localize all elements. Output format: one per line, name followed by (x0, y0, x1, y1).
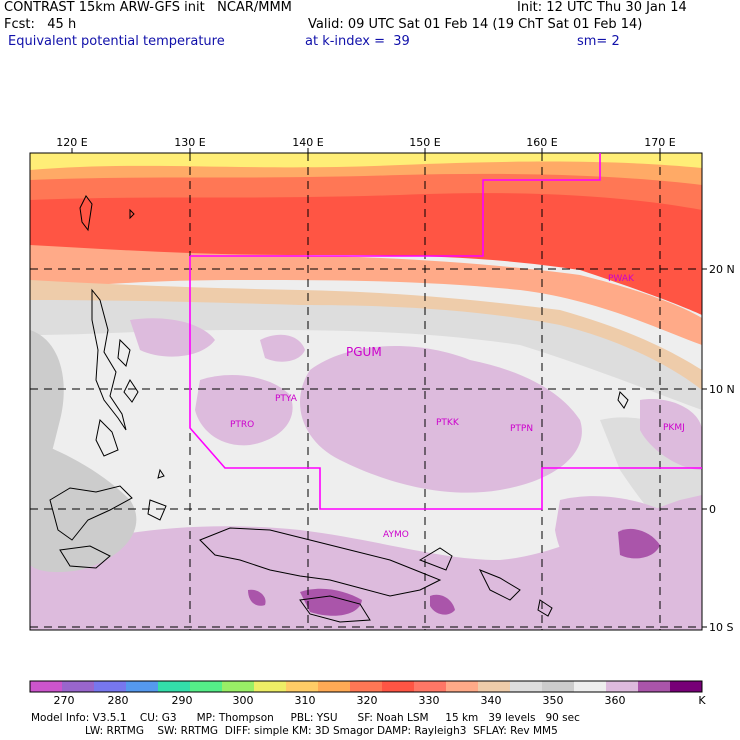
colorbar-swatch (94, 681, 127, 692)
colorbar-label: 290 (171, 694, 193, 707)
lat-label: 10 N (709, 383, 735, 396)
colorbar-swatch (510, 681, 543, 692)
station-pgum: PGUM (346, 345, 382, 359)
station-labels: PGUM PTYA PTRO PTKK PTPN PKMJ PWAK AYMO (230, 274, 685, 540)
theta-e-field (30, 153, 702, 630)
forecast-hour: Fcst: 45 h (4, 17, 77, 32)
model-info-line1: Model Info: V3.5.1 CU: G3 MP: Thompson P… (31, 712, 580, 724)
colorbar-label: 320 (356, 694, 378, 707)
colorbar-label: 330 (418, 694, 440, 707)
colorbar-frame (29, 680, 703, 693)
station-pkmj: PKMJ (663, 423, 685, 433)
station-pwak: PWAK (608, 274, 635, 284)
colorbar-swatch (158, 681, 191, 692)
lat-label: 20 N (709, 263, 735, 276)
model-title: CONTRAST 15km ARW-GFS init NCAR/MMM (4, 0, 292, 15)
lat-label: 10 S (709, 621, 733, 634)
colorbar-swatch (318, 681, 351, 692)
lon-label: 170 E (644, 136, 675, 149)
lon-label: 160 E (526, 136, 557, 149)
axis-ticks (71, 148, 707, 628)
station-ptkk: PTKK (436, 418, 460, 428)
station-ptpn: PTPN (510, 424, 533, 434)
colorbar-label: 350 (542, 694, 564, 707)
colorbar-swatch (606, 681, 639, 692)
colorbar-label: 360 (604, 694, 626, 707)
station-ptya: PTYA (275, 394, 298, 404)
colorbar-units: K (698, 694, 706, 707)
colorbar-swatch (574, 681, 607, 692)
coastlines (49, 195, 629, 623)
colorbar-swatch (190, 681, 223, 692)
colorbar-swatch (638, 681, 671, 692)
colorbar-label: 310 (294, 694, 316, 707)
lon-label: 140 E (292, 136, 323, 149)
lat-label: 0 (709, 503, 716, 516)
colorbar-label: 280 (107, 694, 129, 707)
colorbar-swatch (254, 681, 287, 692)
colorbar-swatch (350, 681, 383, 692)
colorbar-swatch (222, 681, 255, 692)
colorbar-swatch (382, 681, 415, 692)
colorbar-swatch (126, 681, 159, 692)
colorbar-swatch (62, 681, 95, 692)
colorbar-swatch (542, 681, 575, 692)
level-index: at k-index = 39 (305, 34, 410, 49)
colorbar-swatch (414, 681, 447, 692)
station-ptro: PTRO (230, 420, 254, 430)
colorbar-swatch (670, 681, 703, 692)
colorbar (29, 680, 703, 693)
map-frame (29, 152, 703, 631)
nested-domain-boundary (189, 153, 702, 510)
lon-label: 130 E (174, 136, 205, 149)
colorbar-label: 270 (53, 694, 75, 707)
lon-labels: 120 E 130 E 140 E 150 E 160 E 170 E (56, 136, 675, 149)
lat-labels: 20 N 10 N 0 10 S (709, 263, 735, 634)
colorbar-label: 340 (480, 694, 502, 707)
station-aymo: AYMO (383, 530, 409, 540)
lon-label: 150 E (409, 136, 440, 149)
colorbar-swatch (478, 681, 511, 692)
graticule (30, 153, 702, 630)
colorbar-swatch (286, 681, 319, 692)
init-time: Init: 12 UTC Thu 30 Jan 14 (517, 0, 687, 15)
colorbar-swatch (446, 681, 479, 692)
field-name: Equivalent potential temperature (8, 34, 225, 49)
lon-label: 120 E (56, 136, 87, 149)
model-info-line2: LW: RRTMG SW: RRTMG DIFF: simple KM: 3D … (85, 725, 558, 737)
smoothing: sm= 2 (577, 34, 620, 49)
colorbar-swatch (30, 681, 63, 692)
colorbar-label: 300 (232, 694, 254, 707)
valid-time: Valid: 09 UTC Sat 01 Feb 14 (19 ChT Sat … (308, 17, 643, 32)
